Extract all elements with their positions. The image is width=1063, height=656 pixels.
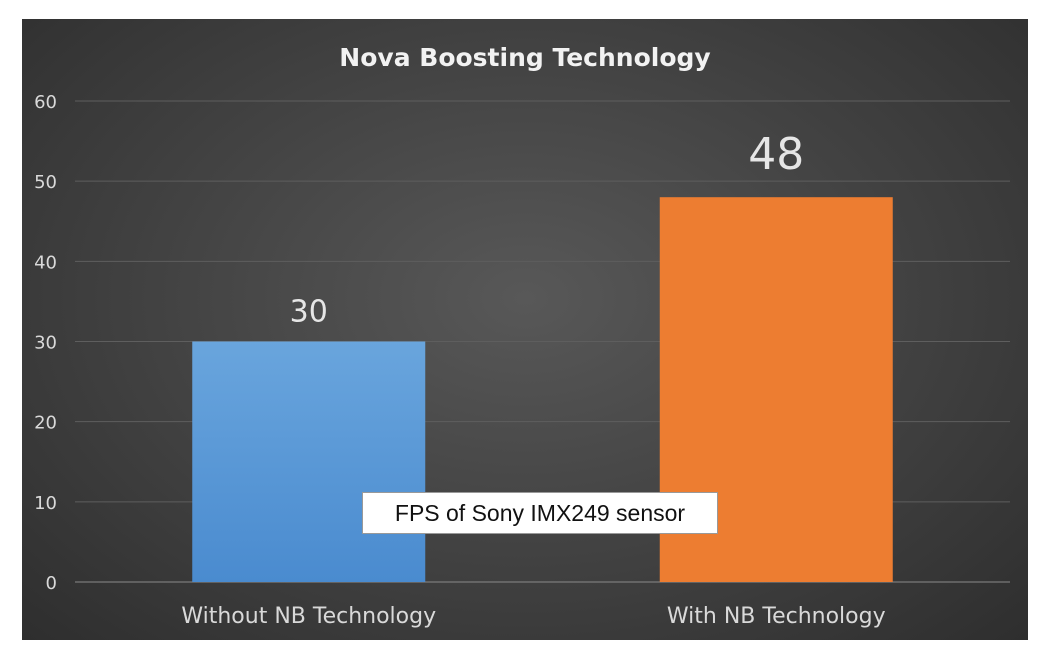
y-tick-label: 60 [34,92,57,113]
y-tick-label: 10 [34,493,57,514]
y-tick-label: 20 [34,413,57,434]
legend-entry: FPS of Sony IMX249 sensor [394,499,686,526]
x-tick-label: With NB Technology [667,604,886,629]
legend: FPS of Sony IMX249 sensor [362,492,718,534]
data-label: 30 [290,295,328,330]
x-tick-label: Without NB Technology [181,604,436,629]
chart-title: Nova Boosting Technology [339,43,710,72]
y-tick-label: 50 [34,172,57,193]
y-tick-label: 0 [46,573,57,594]
data-label: 48 [748,129,804,180]
bar [192,341,426,582]
y-tick-label: 30 [34,333,57,354]
y-tick-label: 40 [34,252,57,273]
